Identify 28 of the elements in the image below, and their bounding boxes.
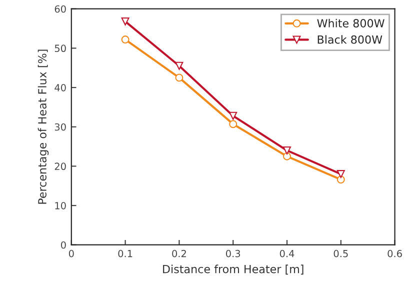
x-tick-label: 0.1 [118, 250, 132, 258]
legend-label: Black 800W [318, 35, 382, 44]
x-tick-label: 0 [68, 250, 74, 258]
point [175, 62, 184, 70]
x-tick-label: 0.5 [334, 250, 348, 258]
y-tick-label: 60 [54, 5, 66, 13]
x-tick-label: 0.4 [280, 250, 294, 258]
point [175, 74, 184, 82]
point [121, 36, 130, 44]
y-tick-label: 50 [54, 44, 66, 52]
y-tick-label: 0 [60, 241, 66, 249]
x-tick-label: 0.3 [226, 250, 240, 258]
y-axis-title: Percentage of Heat Flux [%] [38, 50, 49, 204]
y-tick-label: 10 [55, 202, 66, 210]
point [283, 146, 291, 154]
x-tick-label: 0.2 [172, 250, 186, 258]
point [283, 152, 291, 160]
point [229, 120, 238, 128]
point [336, 176, 345, 184]
x-axis-title: Distance from Heater [m] [163, 264, 304, 275]
y-tick-label: 20 [54, 162, 66, 170]
point [336, 170, 345, 178]
point [121, 17, 130, 26]
x-tick-label: 0.6 [388, 250, 402, 258]
y-tick-label: 40 [54, 84, 66, 92]
legend-label: White 800W [317, 18, 384, 28]
point [229, 112, 238, 120]
y-tick-label: 30 [54, 123, 66, 131]
